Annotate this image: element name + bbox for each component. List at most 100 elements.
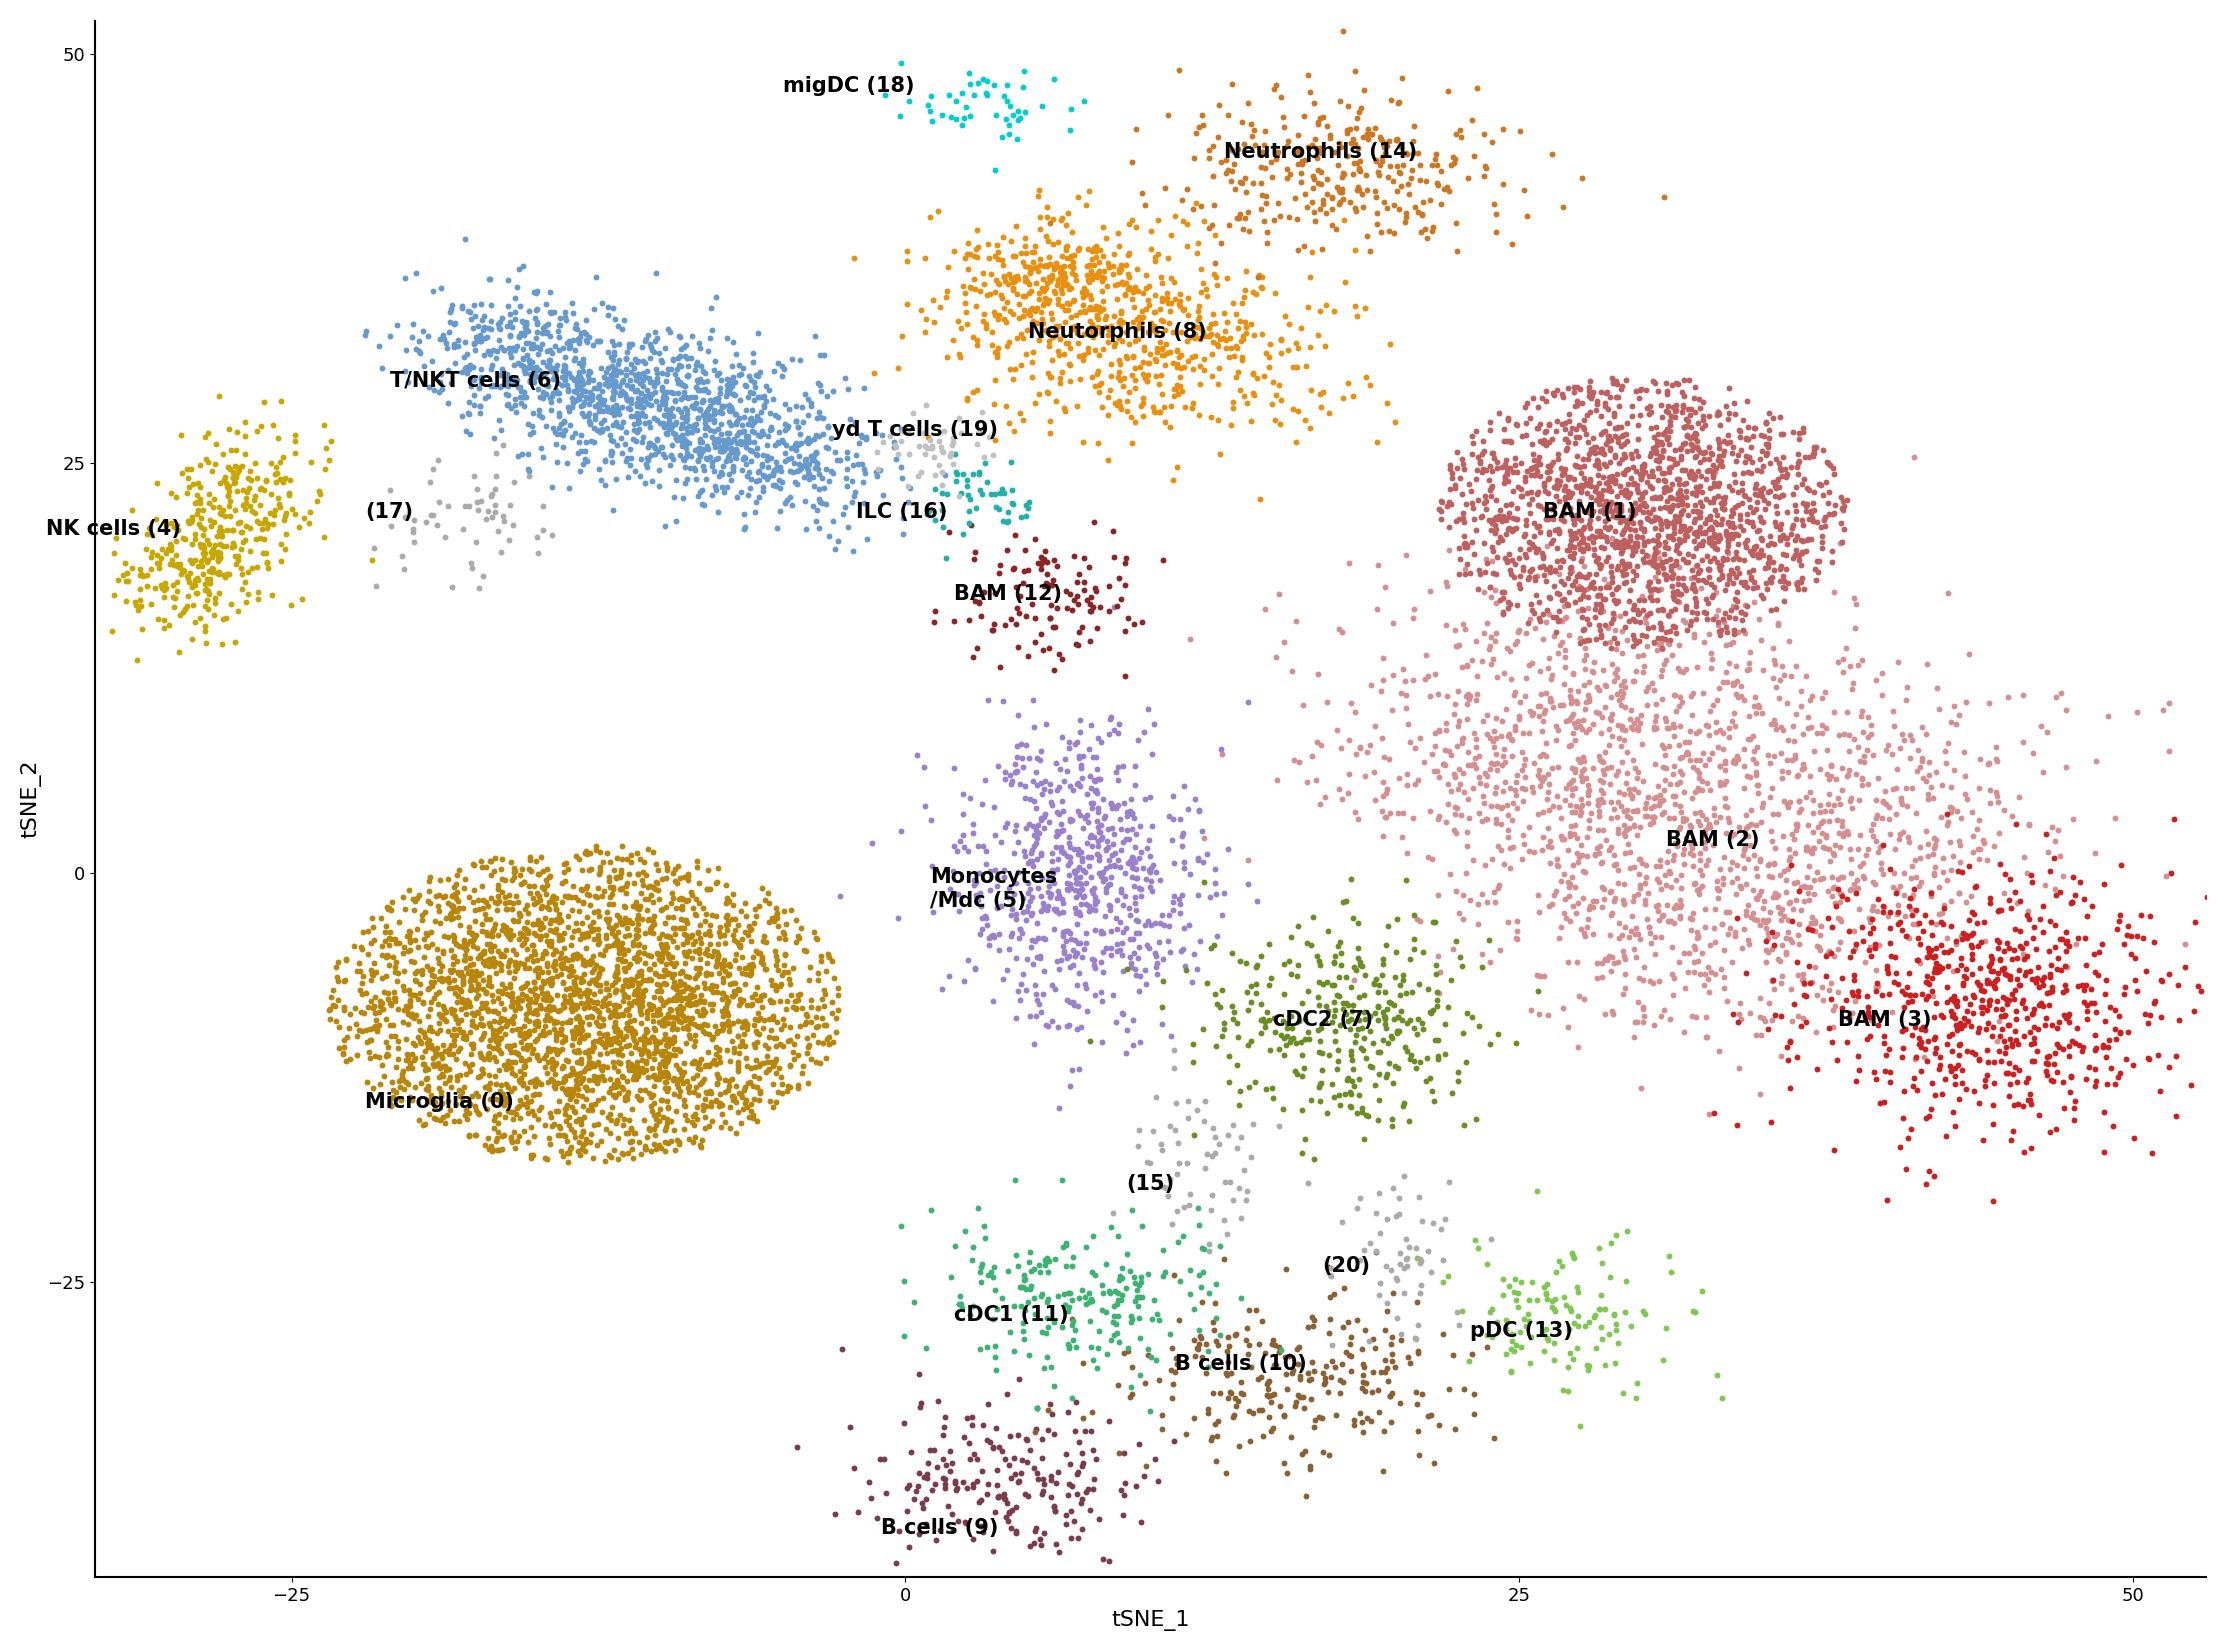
Point xyxy=(768,910,804,937)
Point xyxy=(1477,439,1512,466)
Point xyxy=(421,867,457,894)
Point xyxy=(537,1008,572,1034)
Point xyxy=(1802,547,1837,573)
Point xyxy=(1040,286,1076,312)
Point xyxy=(1768,689,1804,715)
Point xyxy=(875,434,911,461)
Point xyxy=(646,937,681,963)
Point xyxy=(1470,702,1505,729)
Point xyxy=(1160,1229,1196,1256)
Point xyxy=(1301,1404,1336,1431)
Point xyxy=(1808,469,1844,496)
Point xyxy=(1710,809,1746,836)
Point xyxy=(548,945,583,971)
Point xyxy=(445,292,481,319)
Point xyxy=(690,433,726,459)
Point xyxy=(1608,839,1644,866)
Point xyxy=(1973,889,2009,915)
Point xyxy=(1044,358,1080,385)
Point xyxy=(2211,1049,2227,1075)
Point xyxy=(1570,510,1606,537)
Point xyxy=(1697,524,1733,550)
Point xyxy=(1637,484,1672,510)
Point xyxy=(1036,547,1071,573)
Point xyxy=(601,382,637,408)
Point xyxy=(1724,489,1759,515)
Point xyxy=(1361,1087,1396,1113)
Point xyxy=(561,976,597,1003)
Point xyxy=(519,1041,555,1067)
Point xyxy=(1815,539,1851,565)
Point xyxy=(534,1046,570,1072)
Point xyxy=(648,1138,684,1165)
Point xyxy=(1076,1465,1111,1492)
Point xyxy=(1953,884,1989,910)
Point xyxy=(811,524,846,550)
Point xyxy=(588,905,624,932)
Point xyxy=(1477,750,1512,776)
Point xyxy=(635,993,670,1019)
Point xyxy=(1608,553,1644,580)
Point xyxy=(1296,164,1332,190)
Point xyxy=(1915,1026,1951,1052)
Point xyxy=(1510,390,1546,416)
Point xyxy=(964,481,1000,507)
Point xyxy=(557,991,592,1018)
Point xyxy=(1626,659,1661,686)
Point xyxy=(1127,912,1162,938)
Point xyxy=(412,869,448,895)
Point xyxy=(1608,975,1644,1001)
Point xyxy=(1566,857,1601,884)
Point xyxy=(171,509,207,535)
Point xyxy=(918,461,953,487)
Point xyxy=(1757,742,1793,768)
Point xyxy=(1093,363,1129,390)
Point xyxy=(185,540,220,567)
Point xyxy=(590,302,626,329)
Point xyxy=(1031,286,1067,312)
Point xyxy=(1100,259,1136,286)
Point xyxy=(412,990,448,1016)
Point xyxy=(1579,484,1615,510)
Point xyxy=(655,1128,690,1155)
Point xyxy=(1198,1032,1234,1059)
Point xyxy=(1695,530,1730,557)
Point xyxy=(494,937,530,963)
Point xyxy=(1728,601,1764,628)
Point xyxy=(2027,965,2062,991)
Point xyxy=(1590,1320,1626,1346)
Point xyxy=(1875,714,1911,740)
Point xyxy=(648,1021,684,1047)
Point xyxy=(1719,684,1755,710)
Point xyxy=(1125,297,1160,324)
Point xyxy=(612,350,648,377)
Point xyxy=(1708,393,1744,420)
Point xyxy=(519,311,555,337)
Point xyxy=(1508,544,1543,570)
Point xyxy=(1234,988,1269,1014)
Point xyxy=(1795,819,1831,846)
Point xyxy=(742,458,777,484)
Point xyxy=(1690,506,1726,532)
Point xyxy=(1664,743,1699,770)
Point xyxy=(452,306,488,332)
Point xyxy=(1655,578,1690,605)
Point xyxy=(599,953,635,980)
Point xyxy=(559,378,595,405)
Point xyxy=(617,428,653,454)
Point xyxy=(477,1044,512,1070)
Point xyxy=(1606,781,1641,808)
Point xyxy=(1619,717,1655,743)
Point xyxy=(1080,294,1116,320)
Point xyxy=(416,907,452,933)
Point xyxy=(1557,472,1592,499)
Point xyxy=(1962,993,1998,1019)
Point xyxy=(1180,1194,1216,1221)
Point xyxy=(1688,829,1724,856)
Point xyxy=(1191,145,1227,172)
Point xyxy=(639,355,675,382)
Point xyxy=(1474,560,1510,586)
Point xyxy=(1690,590,1726,616)
Point xyxy=(2087,1099,2122,1125)
Point xyxy=(1681,514,1717,540)
